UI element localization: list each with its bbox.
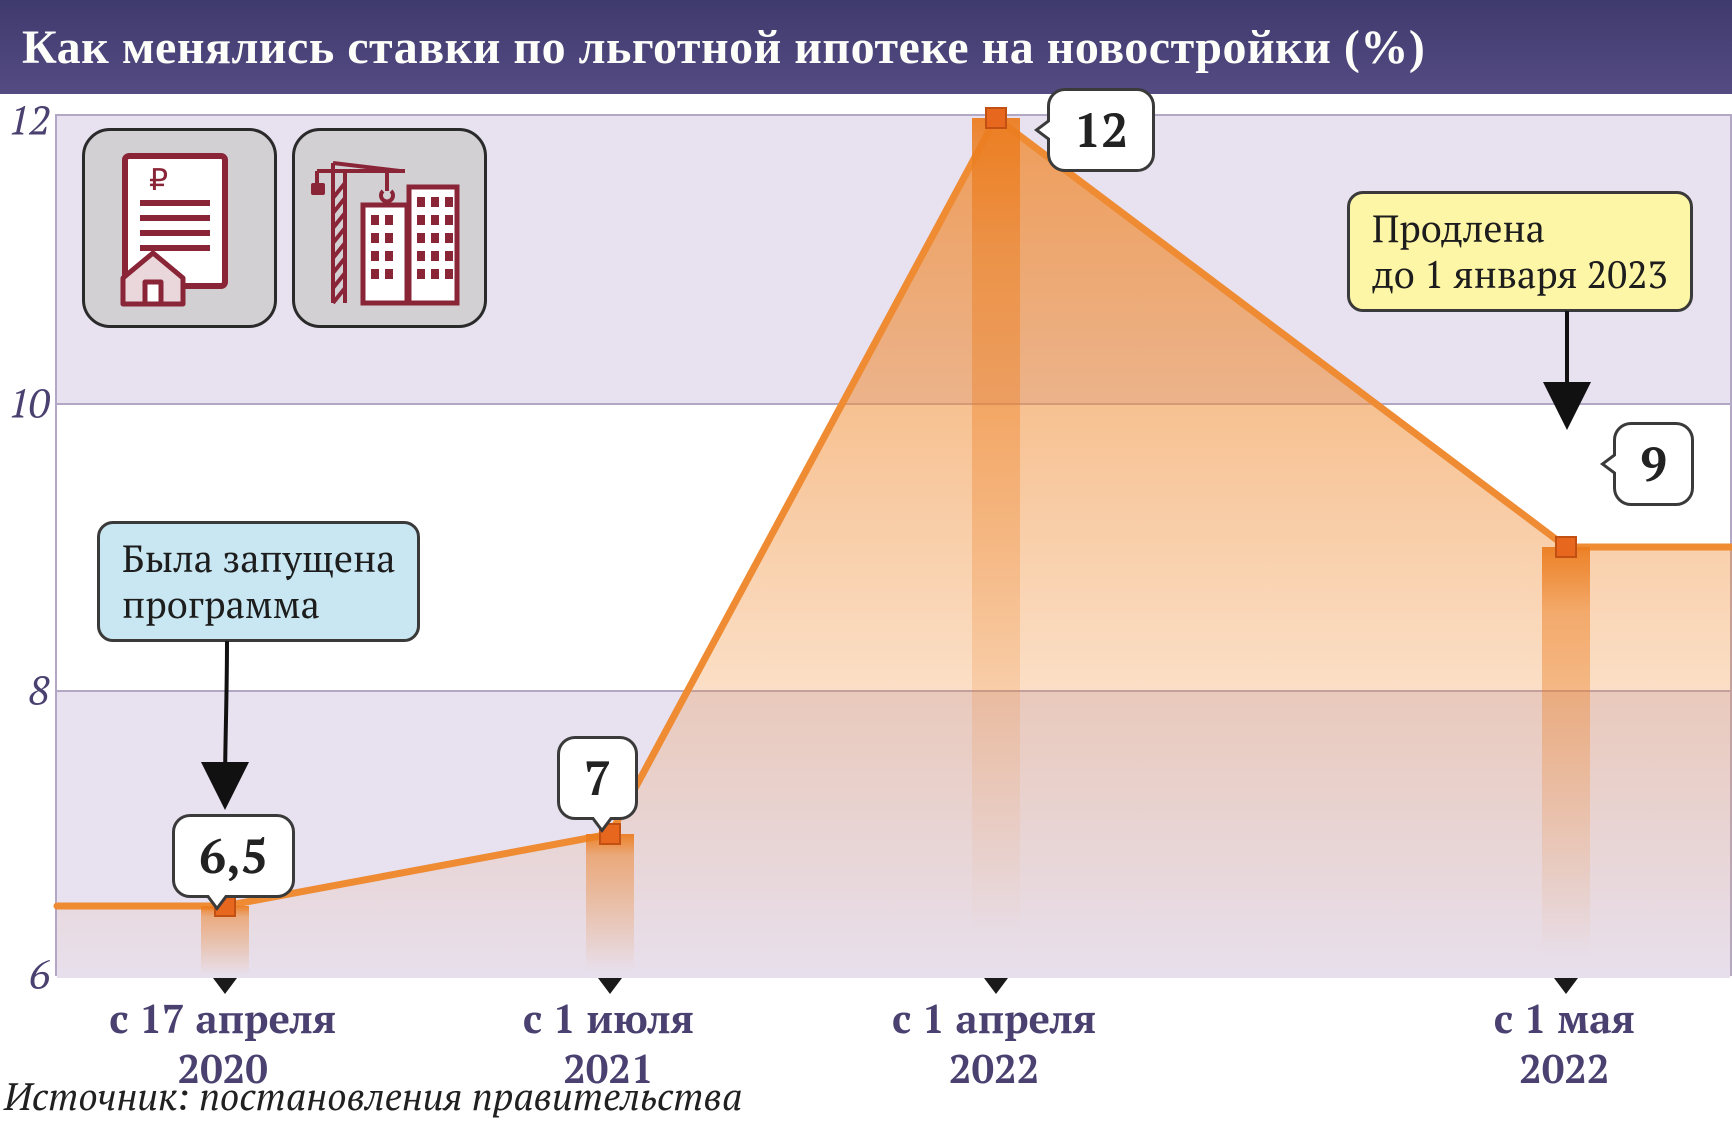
x-axis-label: с 1 мая 2022 [1384, 994, 1732, 1094]
callout-text-line2: до 1 января 2023 [1372, 249, 1668, 299]
callout-start: Была запущена программа [97, 521, 420, 642]
mortgage-document-icon: ₽ [105, 148, 255, 308]
x-axis-label-line1: с 1 мая [1384, 994, 1732, 1044]
svg-text:₽: ₽ [149, 164, 168, 197]
x-axis-label-line1: с 1 апреля [814, 994, 1174, 1044]
ytick-label: 12 [0, 94, 50, 147]
x-axis-label-line2: 2022 [814, 1044, 1174, 1094]
x-axis-label-line1: с 1 июля [428, 994, 788, 1044]
data-pillar [1542, 547, 1590, 978]
callout-arrow [1537, 306, 1617, 426]
value-label: 7 [584, 745, 611, 809]
callout-text-line1: Продлена [1372, 203, 1545, 253]
icon-card-crane [292, 128, 487, 328]
source-text: постановления правительства [199, 1071, 742, 1121]
source-line: Источник: постановления правительства [4, 1071, 742, 1121]
source-label: Источник: [4, 1071, 190, 1121]
data-pillar [586, 834, 634, 978]
chart-area: 6 8 10 12 [0, 94, 1732, 1069]
header-bar: Как менялись ставки по льготной ипотеке … [0, 0, 1732, 94]
data-marker [985, 107, 1007, 129]
callout-text-line1: Была запущена [122, 533, 395, 583]
data-pillar [972, 118, 1020, 978]
value-bubble: 9 [1613, 422, 1694, 506]
value-label: 12 [1074, 97, 1128, 161]
value-bubble: 7 [557, 736, 638, 820]
x-axis-label-line2: 2022 [1384, 1044, 1732, 1094]
data-marker [1555, 536, 1577, 558]
callout-arrow [207, 636, 267, 796]
ytick-label: 10 [0, 377, 50, 430]
value-bubble: 6,5 [172, 814, 295, 898]
value-label: 6,5 [199, 823, 268, 887]
ytick-label: 8 [0, 664, 50, 717]
x-axis-label-line1: с 17 апреля [43, 994, 403, 1044]
construction-crane-icon [305, 143, 475, 313]
value-label: 9 [1640, 431, 1667, 495]
callout-text-line2: программа [122, 579, 320, 629]
x-axis-label: с 1 апреля 2022 [814, 994, 1174, 1094]
plot-area: 6,5 7 12 9 Была запущена программа Продл… [55, 114, 1732, 976]
icon-card-document: ₽ [82, 128, 277, 328]
chart-title: Как менялись ставки по льготной ипотеке … [22, 20, 1425, 75]
callout-end: Продлена до 1 января 2023 [1347, 191, 1693, 312]
value-bubble: 12 [1047, 88, 1155, 172]
ytick-label: 6 [0, 948, 50, 1001]
